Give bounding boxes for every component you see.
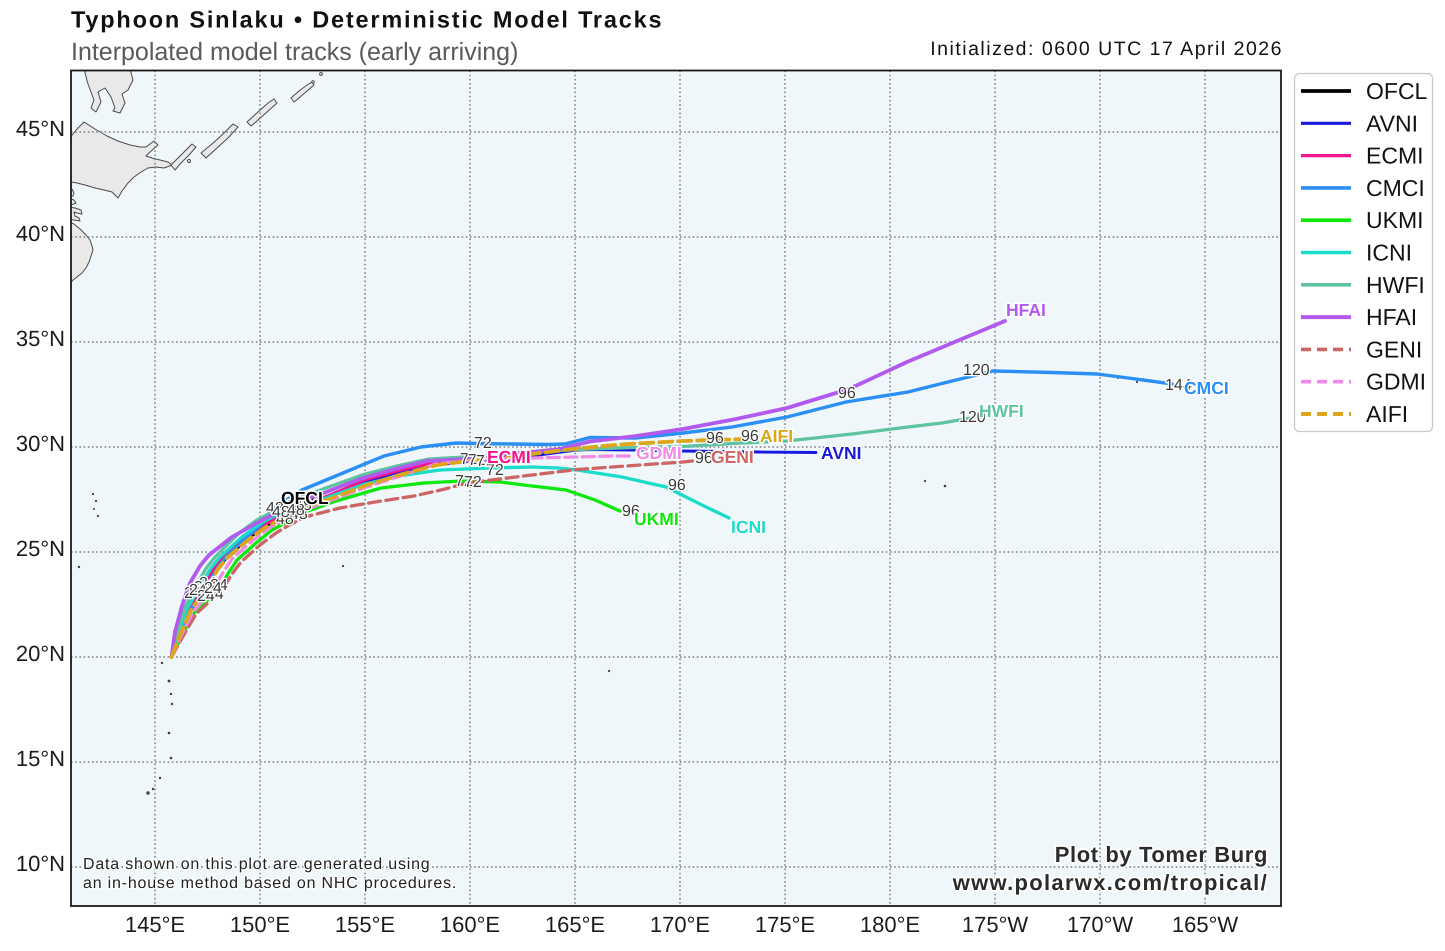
svg-text:ECMI: ECMI xyxy=(1366,143,1424,169)
svg-text:GENI: GENI xyxy=(711,447,754,467)
svg-text:48: 48 xyxy=(276,511,294,528)
svg-text:ICNI: ICNI xyxy=(1366,240,1412,266)
svg-text:48: 48 xyxy=(272,504,290,521)
svg-text:48: 48 xyxy=(283,498,301,515)
svg-text:96: 96 xyxy=(668,477,686,494)
svg-text:96: 96 xyxy=(622,503,640,520)
svg-text:35°N: 35°N xyxy=(16,326,65,351)
svg-text:15°N: 15°N xyxy=(16,746,65,771)
svg-text:72: 72 xyxy=(455,473,473,490)
svg-text:120: 120 xyxy=(959,409,986,426)
svg-text:144: 144 xyxy=(1165,377,1192,394)
svg-text:170°E: 170°E xyxy=(650,912,710,937)
svg-text:HWFI: HWFI xyxy=(1366,272,1425,298)
svg-text:72: 72 xyxy=(464,474,482,491)
svg-text:Typhoon Sinlaku • Deterministi: Typhoon Sinlaku • Deterministic Model Tr… xyxy=(71,7,663,33)
svg-text:30°N: 30°N xyxy=(16,431,65,456)
svg-text:48: 48 xyxy=(266,500,284,517)
svg-text:www.polarwx.com/tropical/: www.polarwx.com/tropical/ xyxy=(952,870,1268,895)
svg-text:48: 48 xyxy=(290,506,308,523)
svg-text:72: 72 xyxy=(476,453,494,470)
svg-text:ECMI: ECMI xyxy=(487,447,531,467)
svg-text:48: 48 xyxy=(294,497,312,514)
svg-text:24: 24 xyxy=(202,583,220,600)
svg-text:72: 72 xyxy=(468,452,486,469)
svg-text:24: 24 xyxy=(204,580,222,597)
svg-text:24: 24 xyxy=(194,579,212,596)
svg-text:AVNI: AVNI xyxy=(821,443,862,463)
svg-text:120: 120 xyxy=(963,362,990,379)
svg-text:HWFI: HWFI xyxy=(979,401,1024,421)
svg-text:AIFI: AIFI xyxy=(1366,401,1408,427)
svg-text:25°N: 25°N xyxy=(16,536,65,561)
svg-text:Data shown on this plot are ge: Data shown on this plot are generated us… xyxy=(83,856,431,873)
svg-text:ICNI: ICNI xyxy=(731,517,766,537)
svg-text:HFAI: HFAI xyxy=(1006,300,1046,320)
svg-text:24: 24 xyxy=(197,588,215,605)
svg-text:GENI: GENI xyxy=(1366,336,1422,362)
svg-text:96: 96 xyxy=(838,385,856,402)
svg-text:an in-house method based on NH: an in-house method based on NHC procedur… xyxy=(83,875,457,892)
svg-text:CMCI: CMCI xyxy=(1366,175,1425,201)
svg-text:GDMI: GDMI xyxy=(1366,369,1426,395)
svg-text:HFAI: HFAI xyxy=(1366,304,1417,330)
svg-text:20°N: 20°N xyxy=(16,641,65,666)
svg-text:Interpolated model tracks (ear: Interpolated model tracks (early arrivin… xyxy=(71,38,518,66)
svg-text:24: 24 xyxy=(206,586,224,603)
svg-text:150°E: 150°E xyxy=(230,912,290,937)
svg-text:OFCL: OFCL xyxy=(1366,78,1428,104)
svg-text:72: 72 xyxy=(460,451,478,468)
svg-text:96: 96 xyxy=(695,450,713,467)
svg-text:155°E: 155°E xyxy=(335,912,395,937)
svg-text:160°E: 160°E xyxy=(440,912,500,937)
svg-text:10°N: 10°N xyxy=(16,851,65,876)
svg-text:24: 24 xyxy=(199,575,217,592)
svg-text:Initialized: 0600 UTC 17 April: Initialized: 0600 UTC 17 April 2026 xyxy=(930,38,1283,60)
svg-text:24: 24 xyxy=(189,582,207,599)
svg-text:OFCL: OFCL xyxy=(281,488,329,508)
svg-text:45°N: 45°N xyxy=(16,116,65,141)
svg-text:96: 96 xyxy=(741,428,759,445)
svg-text:UKMI: UKMI xyxy=(634,509,679,529)
svg-text:GDMI: GDMI xyxy=(636,443,682,463)
svg-text:72: 72 xyxy=(486,462,504,479)
svg-text:180°E: 180°E xyxy=(860,912,920,937)
svg-text:40°N: 40°N xyxy=(16,221,65,246)
svg-text:24: 24 xyxy=(210,577,228,594)
svg-text:145°E: 145°E xyxy=(125,912,185,937)
svg-text:165°E: 165°E xyxy=(545,912,605,937)
svg-text:72: 72 xyxy=(474,435,492,452)
svg-text:96: 96 xyxy=(706,430,724,447)
svg-text:AIFI: AIFI xyxy=(760,426,793,446)
svg-text:24: 24 xyxy=(184,585,202,602)
svg-text:165°W: 165°W xyxy=(1172,912,1239,937)
svg-text:AVNI: AVNI xyxy=(1366,110,1418,136)
svg-text:CMCI: CMCI xyxy=(1184,378,1229,398)
svg-text:170°W: 170°W xyxy=(1067,912,1134,937)
svg-text:48: 48 xyxy=(287,502,305,519)
svg-text:UKMI: UKMI xyxy=(1366,207,1424,233)
svg-text:Plot by Tomer Burg: Plot by Tomer Burg xyxy=(1055,842,1268,867)
svg-text:175°E: 175°E xyxy=(755,912,815,937)
svg-text:175°W: 175°W xyxy=(962,912,1029,937)
